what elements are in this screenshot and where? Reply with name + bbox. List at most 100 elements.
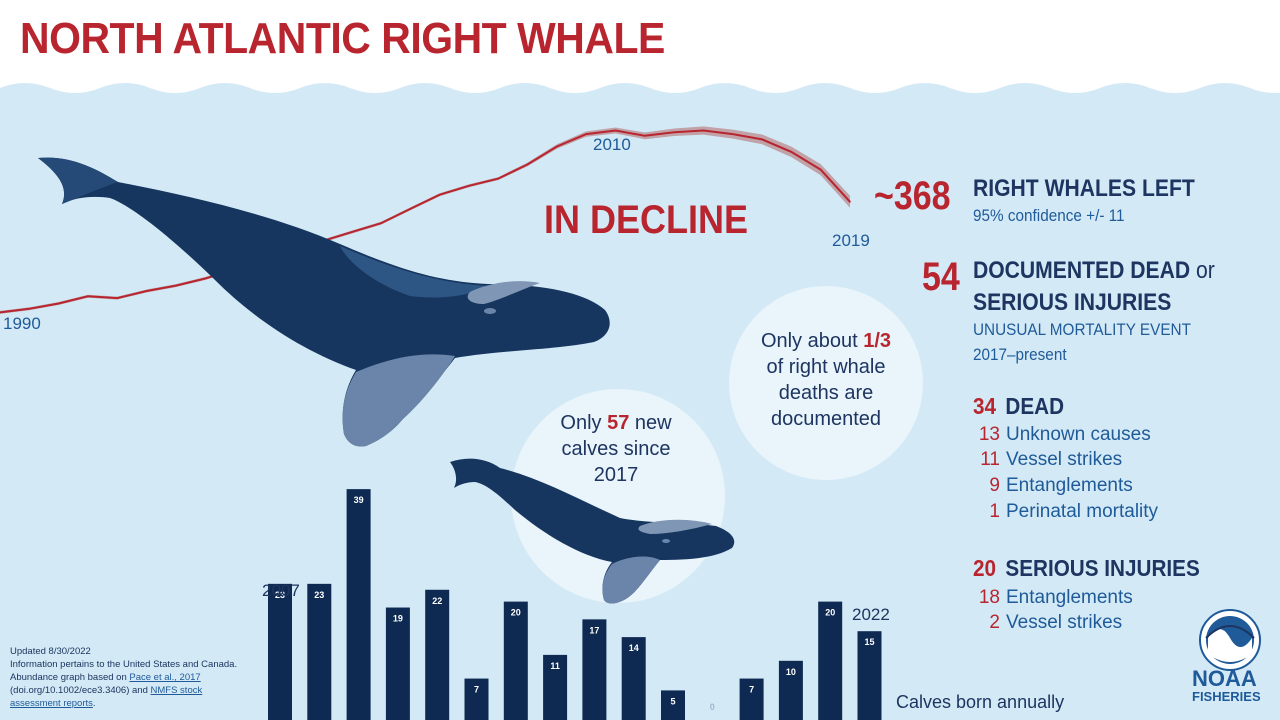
confidence-band xyxy=(0,126,850,314)
ume-note-2: 2017–present xyxy=(973,345,1067,364)
ume-label-2: SERIOUS INJURIES xyxy=(973,289,1172,316)
bar-value-label: 11 xyxy=(550,661,560,671)
bar xyxy=(621,637,646,720)
bar-2010: 19 xyxy=(385,607,410,720)
bar-value-label: 7 xyxy=(474,685,479,695)
bar-2009: 39 xyxy=(346,489,371,720)
data-point xyxy=(819,168,822,171)
bar-value-label: 39 xyxy=(354,495,364,505)
documented-fraction: 1/3 xyxy=(863,330,892,352)
data-point xyxy=(145,290,148,292)
bar-2013: 20 xyxy=(503,601,528,720)
line-x-label-mid: 2010 xyxy=(593,135,631,154)
nmfs-stock-link[interactable]: NMFS stock xyxy=(150,685,203,696)
bar xyxy=(857,631,882,720)
dead-item: 13 Unknown causes xyxy=(970,424,1151,446)
data-point xyxy=(585,133,588,135)
dead-item-label: Unknown causes xyxy=(1006,424,1151,445)
data-point xyxy=(497,177,500,180)
ume-label-or: or xyxy=(1195,257,1215,284)
data-point xyxy=(28,308,31,310)
dead-item-label: Vessel strikes xyxy=(1006,449,1123,470)
bar-x-label-start: 2007 xyxy=(262,581,300,600)
bar-2017: 5 xyxy=(661,690,685,720)
data-point xyxy=(790,151,793,153)
noaa-emblem-icon xyxy=(1199,609,1261,671)
whales-left-value: ~368 xyxy=(874,174,951,218)
bar-x-label-end: 2022 xyxy=(852,605,890,624)
bar xyxy=(503,601,528,720)
bar-2021: 20 xyxy=(818,601,843,720)
dead-item: 9 Entanglements xyxy=(970,475,1133,497)
bar-value-label: 19 xyxy=(393,614,403,624)
data-point xyxy=(175,284,177,287)
bar-value-label: 10 xyxy=(786,667,796,677)
calves-bubble-text: Only 57 new calves since 2017 xyxy=(536,410,696,488)
bar xyxy=(268,583,292,720)
bar-value-label: 0 xyxy=(710,702,715,712)
bar-value-label: 5 xyxy=(670,696,675,706)
documented-line-3: deaths are xyxy=(778,382,874,404)
injury-label: SERIOUS INJURIES xyxy=(1005,555,1200,581)
calves-text-1: Only xyxy=(560,412,602,434)
bar-value-label: 17 xyxy=(589,625,599,635)
ume-label-documented: DOCUMENTED DEAD xyxy=(973,257,1191,284)
calves-line-4: 2017 xyxy=(593,464,639,486)
noaa-logo-text: NOAA xyxy=(1192,666,1257,691)
injury-value: 20 xyxy=(973,555,997,581)
documented-text-1: Only about xyxy=(760,330,858,352)
line-x-label-start: 1990 xyxy=(3,314,41,333)
data-point xyxy=(57,302,60,305)
bar xyxy=(464,678,489,720)
bar-value-label: 20 xyxy=(825,608,835,618)
line-x-label-end: 2019 xyxy=(832,231,870,250)
bar-2008: 23 xyxy=(307,583,332,720)
footer-source-line-2: (doi.org/10.1002/ece3.3406) and NMFS sto… xyxy=(10,684,240,697)
data-point xyxy=(644,135,646,137)
ume-label-1: DOCUMENTED DEAD or xyxy=(973,257,1215,285)
dead-item-count: 1 xyxy=(989,501,1000,522)
data-point xyxy=(761,138,763,141)
bar-value-label: 14 xyxy=(629,643,639,653)
large-whale xyxy=(38,157,610,447)
dead-item-label: Entanglements xyxy=(1006,475,1133,496)
footer-source-line: Abundance graph based on Pace et al., 20… xyxy=(10,671,240,684)
footer-source-text: Abundance graph based on xyxy=(10,672,127,683)
data-point xyxy=(409,208,412,210)
data-point xyxy=(87,295,89,298)
bar xyxy=(778,660,803,720)
dead-label: DEAD xyxy=(1005,393,1065,419)
dead-item-count: 9 xyxy=(989,475,1000,496)
data-point xyxy=(350,231,353,233)
footer-period: . xyxy=(92,698,96,709)
decline-label: IN DECLINE xyxy=(544,198,749,242)
bar xyxy=(543,654,568,720)
data-point xyxy=(731,133,734,135)
assessment-reports-link[interactable]: assessment reports xyxy=(10,698,93,709)
footer-info: Information pertains to the United State… xyxy=(10,659,238,670)
calves-line-1: Only 57 new xyxy=(536,410,696,436)
ume-note-1: UNUSUAL MORTALITY EVENT xyxy=(973,320,1191,339)
pace-et-al-link[interactable]: Pace et al., 2017 xyxy=(129,672,201,683)
bar-chart-title: Calves born annually xyxy=(896,692,1065,712)
noaa-logo: NOAA FISHERIES xyxy=(1190,608,1270,708)
data-point xyxy=(849,201,851,203)
footer-source-line-3: assessment reports. xyxy=(10,697,240,710)
data-point xyxy=(468,184,470,187)
calves-line-3: calves since xyxy=(561,438,671,460)
data-point xyxy=(116,297,119,299)
injury-item-label: Vessel strikes xyxy=(1006,612,1123,633)
ume-value: 54 xyxy=(922,255,960,299)
bar xyxy=(307,583,332,720)
dead-item-count: 11 xyxy=(980,449,1000,470)
calves-text-2: new xyxy=(634,412,672,434)
dead-item: 11 Vessel strikes xyxy=(970,449,1122,471)
noaa-fisheries-text: FISHERIES xyxy=(1192,689,1261,704)
bar-value-label: 22 xyxy=(432,596,442,606)
bar xyxy=(385,607,410,720)
data-point xyxy=(0,311,1,314)
bar-value-label: 23 xyxy=(275,590,285,600)
data-point xyxy=(526,163,529,166)
documented-bubble-text: Only about 1/3 of right whale deaths are… xyxy=(746,328,906,432)
